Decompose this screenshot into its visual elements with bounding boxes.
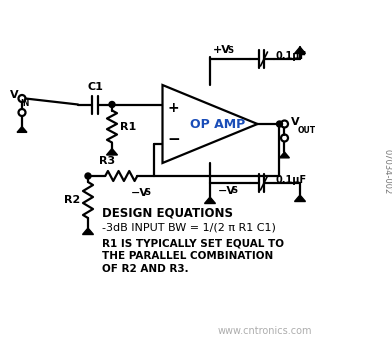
- Text: −V: −V: [218, 186, 236, 196]
- Polygon shape: [17, 127, 27, 132]
- Text: V: V: [290, 117, 299, 127]
- Text: 07034-002: 07034-002: [383, 149, 392, 195]
- Text: S: S: [227, 46, 233, 55]
- Text: THE PARALLEL COMBINATION: THE PARALLEL COMBINATION: [102, 251, 273, 261]
- Text: OP AMP: OP AMP: [191, 118, 246, 130]
- Text: S: S: [231, 186, 237, 195]
- Text: +V: +V: [213, 45, 231, 55]
- Text: 0.1μF: 0.1μF: [276, 175, 307, 185]
- Polygon shape: [107, 149, 118, 155]
- Polygon shape: [294, 47, 305, 54]
- Text: OF R2 AND R3.: OF R2 AND R3.: [102, 264, 189, 274]
- Polygon shape: [294, 195, 305, 202]
- Text: R3: R3: [99, 156, 115, 166]
- Text: DESIGN EQUATIONS: DESIGN EQUATIONS: [102, 206, 233, 219]
- Text: -3dB INPUT BW = 1/(2 π R1 C1): -3dB INPUT BW = 1/(2 π R1 C1): [102, 222, 276, 232]
- Text: OUT: OUT: [298, 126, 316, 135]
- Text: −V: −V: [131, 188, 149, 198]
- Circle shape: [109, 101, 115, 107]
- Text: C1: C1: [87, 82, 103, 92]
- Text: −: −: [167, 132, 180, 147]
- Text: +: +: [168, 101, 179, 115]
- Text: S: S: [144, 188, 150, 197]
- Circle shape: [85, 173, 91, 179]
- Circle shape: [276, 121, 283, 127]
- Text: R2: R2: [64, 195, 80, 205]
- Text: IN: IN: [20, 99, 29, 108]
- Text: V: V: [10, 90, 19, 100]
- Text: R1: R1: [120, 121, 136, 131]
- Polygon shape: [205, 197, 216, 204]
- Polygon shape: [82, 228, 94, 235]
- Text: R1 IS TYPICALLY SET EQUAL TO: R1 IS TYPICALLY SET EQUAL TO: [102, 238, 284, 248]
- Text: www.cntronics.com: www.cntronics.com: [218, 326, 312, 336]
- Text: 0.1μF: 0.1μF: [276, 51, 307, 61]
- Polygon shape: [279, 152, 289, 158]
